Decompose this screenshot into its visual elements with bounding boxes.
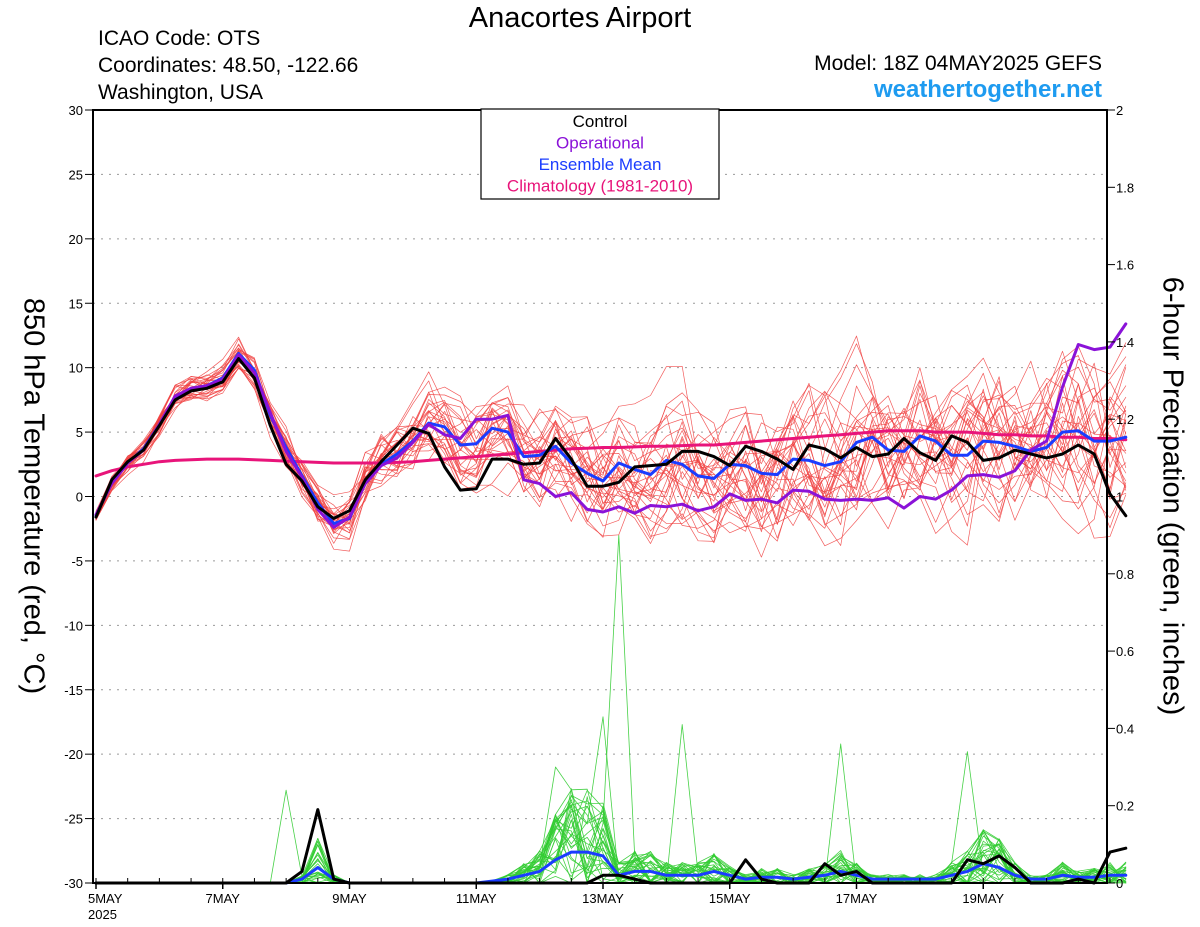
y-tick-label: -20 [64, 747, 83, 762]
y2-tick-label: 0.8 [1116, 567, 1134, 582]
y-tick-label: -30 [64, 876, 83, 891]
temp-layer [94, 322, 1128, 558]
y-tick-label: -10 [64, 618, 83, 633]
x-tick-label: 13MAY [582, 891, 624, 906]
control-line [94, 357, 1128, 520]
y-tick-label: 0 [76, 490, 83, 505]
legend-entry: Control [573, 112, 628, 131]
y2-tick-label: 1.6 [1116, 258, 1134, 273]
climatology-line [94, 429, 1128, 478]
y2-tick-label: 1 [1116, 490, 1123, 505]
legend-entry: Ensemble Mean [539, 155, 662, 174]
region: Washington, USA [98, 81, 263, 104]
y-tick-label: -25 [64, 812, 83, 827]
operational-line [94, 322, 1128, 529]
temp-member-line [95, 349, 1127, 537]
temp-member-line [95, 362, 1127, 526]
coordinates: Coordinates: 48.50, -122.66 [98, 54, 359, 77]
x-tick-label: 15MAY [709, 891, 751, 906]
x-tick-label: 9MAY [332, 891, 367, 906]
y2-tick-label: 0.2 [1116, 799, 1134, 814]
y-tick-label: 25 [69, 167, 83, 182]
model-run: Model: 18Z 04MAY2025 GEFS [814, 52, 1102, 75]
legend-entry: Climatology (1981-2010) [507, 177, 693, 196]
axes-layer: 302520151050-5-10-15-20-25-3021.81.61.41… [64, 103, 1134, 922]
y2-tick-label: 0.6 [1116, 644, 1134, 659]
grid-lines [93, 173, 1107, 820]
legend-entry: Operational [556, 134, 644, 153]
x-tick-sublabel: 2025 [88, 907, 117, 922]
x-tick-label: 11MAY [456, 891, 497, 906]
y2-tick-label: 2 [1116, 103, 1123, 118]
y2-tick-label: 0 [1116, 876, 1123, 891]
site-link[interactable]: weathertogether.net [873, 76, 1102, 103]
legend-box [480, 108, 720, 200]
legend: Control Operational Ensemble Mean Climatolo… [480, 108, 720, 200]
x-tick-label: 17MAY [836, 891, 878, 906]
y-tick-label: 30 [69, 103, 83, 118]
x-tick-label: 7MAY [206, 891, 241, 906]
y2-tick-label: 1.2 [1116, 412, 1134, 427]
x-tick-label: 5MAY [88, 891, 123, 906]
y2-tick-label: 1.8 [1116, 180, 1134, 195]
icao-code: ICAO Code: OTS [98, 27, 261, 50]
y2-tick-label: 1.4 [1116, 335, 1134, 350]
y2-tick-label: 0.4 [1116, 721, 1134, 736]
y-tick-label: 10 [69, 361, 83, 376]
y-tick-label: 15 [69, 296, 83, 311]
y-tick-label: -5 [71, 554, 83, 569]
y-tick-label: 5 [76, 425, 83, 440]
chart-title: Anacortes Airport [468, 2, 692, 34]
y-tick-label: 20 [69, 232, 83, 247]
y-tick-label: -15 [64, 683, 83, 698]
x-tick-label: 19MAY [962, 891, 1004, 906]
